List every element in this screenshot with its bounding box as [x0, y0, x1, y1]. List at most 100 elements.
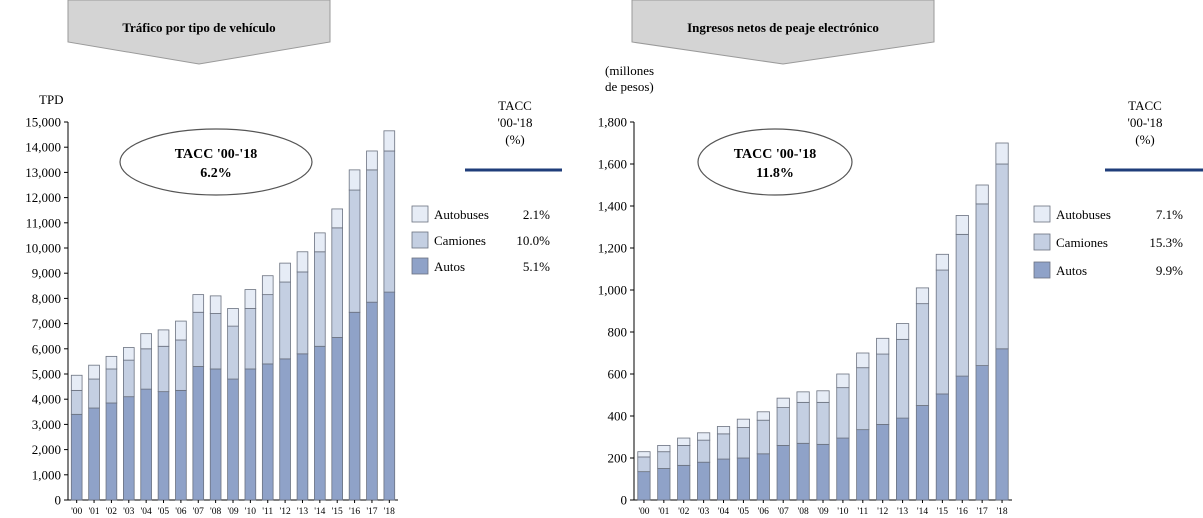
bar-autos-5 [157, 391, 170, 501]
bar-autos-10 [244, 368, 257, 501]
bar-autos-6 [756, 453, 770, 501]
x-tick-label: '09 [817, 507, 828, 517]
bar-autos-2 [105, 402, 118, 501]
bar-camiones-6 [756, 419, 770, 455]
bar-autobuses-7 [192, 294, 205, 313]
x-tick-label: '01 [658, 507, 669, 517]
y-tick-label: 1,600 [598, 157, 627, 172]
x-tick-label: '11 [857, 507, 868, 517]
x-tick-label: '08 [210, 507, 221, 517]
bar-autobuses-14 [915, 287, 930, 305]
x-tick-label: '02 [106, 507, 117, 517]
bar-camiones-15 [331, 227, 343, 338]
y-tick-label: 0 [621, 493, 628, 508]
y-tick-label: 7,000 [32, 316, 61, 331]
bar-autobuses-15 [331, 208, 343, 229]
x-tick-label: '15 [332, 507, 343, 517]
bar-autos-1 [657, 468, 671, 501]
bar-autobuses-13 [296, 251, 309, 273]
bar-camiones-5 [736, 427, 750, 459]
x-tick-label: '13 [897, 507, 908, 517]
x-tick-label: '10 [837, 507, 848, 517]
bar-camiones-6 [175, 339, 187, 391]
tacc-value-autobuses: 2.1% [523, 207, 550, 222]
bar-camiones-3 [697, 439, 711, 463]
x-tick-label: '17 [366, 507, 377, 517]
bar-autos-7 [776, 444, 790, 501]
bar-camiones-12 [876, 353, 890, 425]
x-tick-label: '06 [175, 507, 186, 517]
bar-autos-16 [955, 375, 969, 501]
bar-autobuses-3 [697, 432, 711, 441]
bar-autobuses-8 [209, 295, 222, 314]
x-tick-label: '16 [957, 507, 968, 517]
x-tick-label: '11 [262, 507, 273, 517]
x-tick-label: '12 [877, 507, 888, 517]
bar-autos-13 [896, 417, 910, 501]
bar-autos-12 [279, 358, 291, 501]
chart-title: Ingresos netos de peaje electrónico [687, 20, 879, 35]
bar-autobuses-18 [995, 142, 1009, 165]
bar-autos-14 [915, 405, 930, 501]
bar-autos-1 [88, 407, 100, 501]
x-tick-label: '03 [123, 507, 134, 517]
bar-autobuses-9 [816, 390, 830, 403]
bar-autobuses-11 [261, 275, 274, 296]
bar-autobuses-17 [366, 150, 378, 171]
bar-autobuses-12 [876, 337, 890, 355]
x-tick-label: '00 [638, 507, 649, 517]
bar-autos-0 [637, 471, 651, 501]
bar-camiones-16 [348, 189, 361, 313]
y-tick-label: 14,000 [25, 140, 61, 155]
bar-camiones-7 [776, 407, 790, 446]
bar-autos-17 [366, 301, 378, 501]
tacc-header-line: TACC [498, 98, 532, 113]
bar-autobuses-6 [175, 320, 187, 341]
bar-autobuses-0 [637, 451, 651, 458]
bar-autos-11 [261, 363, 274, 501]
x-tick-label: '16 [349, 507, 360, 517]
bar-camiones-9 [816, 401, 830, 445]
y-tick-label: 10,000 [25, 241, 61, 256]
tacc-callout-ellipse [119, 128, 313, 196]
y-axis-label: (millones de pesos) [605, 63, 654, 94]
y-tick-label: 15,000 [25, 115, 61, 130]
bar-autobuses-5 [736, 418, 750, 428]
tacc-value-autos: 5.1% [523, 259, 550, 274]
y-axis-label-line: de pesos) [605, 79, 654, 94]
bar-autobuses-2 [677, 437, 691, 446]
x-tick-label: '05 [738, 507, 749, 517]
bar-autos-18 [383, 291, 396, 501]
y-tick-label: 11,000 [26, 215, 61, 230]
y-axis-label-line: TPD [39, 92, 64, 107]
y-tick-label: 400 [608, 409, 628, 424]
x-tick-label: '15 [937, 507, 948, 517]
bar-autobuses-5 [157, 329, 170, 347]
x-tick-label: '17 [977, 507, 988, 517]
bar-camiones-13 [296, 271, 309, 355]
bar-autobuses-4 [140, 333, 152, 350]
legend-label-camiones: Camiones [1056, 235, 1108, 250]
legend-swatch-autos [411, 257, 429, 275]
x-tick-label: '00 [71, 507, 82, 517]
y-tick-label: 800 [608, 325, 628, 340]
bar-autobuses-16 [348, 169, 361, 191]
chart-title: Tráfico por tipo de vehículo [122, 20, 275, 35]
bar-autobuses-6 [756, 411, 770, 421]
bar-autobuses-10 [836, 373, 850, 389]
y-tick-label: 9,000 [32, 266, 61, 281]
bar-autos-8 [209, 368, 222, 501]
bar-camiones-10 [836, 387, 850, 439]
bar-autos-6 [175, 389, 187, 501]
bar-autos-3 [123, 396, 135, 501]
title-banner [631, 0, 935, 65]
y-tick-label: 1,200 [598, 241, 627, 256]
bar-autos-8 [796, 442, 810, 501]
chart-2: Ingresos netos de peaje electrónico 0 200 4… [598, 0, 1203, 517]
bar-camiones-18 [995, 163, 1009, 350]
y-tick-label: 1,400 [598, 199, 627, 214]
y-tick-label: 600 [608, 367, 628, 382]
y-tick-label: 12,000 [25, 190, 61, 205]
y-tick-label: 5,000 [32, 367, 61, 382]
